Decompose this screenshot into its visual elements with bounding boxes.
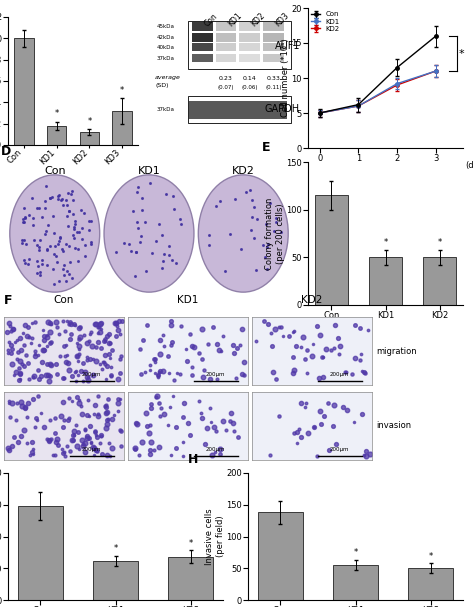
Text: 200μm: 200μm xyxy=(82,447,101,452)
Text: D: D xyxy=(1,145,11,158)
Y-axis label: Colony formation
(per 200 cells): Colony formation (per 200 cells) xyxy=(265,197,284,270)
Text: 200μm: 200μm xyxy=(206,372,225,377)
Ellipse shape xyxy=(198,175,288,292)
Text: average: average xyxy=(155,75,181,80)
Text: 40kDa: 40kDa xyxy=(156,45,174,50)
FancyBboxPatch shape xyxy=(192,43,213,52)
Y-axis label: Invasive cells
(per field): Invasive cells (per field) xyxy=(205,508,225,565)
Bar xyxy=(47,126,66,145)
FancyBboxPatch shape xyxy=(260,101,287,119)
Bar xyxy=(315,195,347,305)
FancyBboxPatch shape xyxy=(213,101,239,119)
FancyBboxPatch shape xyxy=(188,95,291,123)
Text: *: * xyxy=(438,238,442,247)
Text: Con: Con xyxy=(202,12,219,28)
Text: 0.33: 0.33 xyxy=(266,76,280,81)
Text: 200μm: 200μm xyxy=(330,447,349,452)
FancyBboxPatch shape xyxy=(192,22,213,31)
Text: (d): (d) xyxy=(465,161,474,169)
Bar xyxy=(258,512,303,600)
FancyBboxPatch shape xyxy=(216,54,237,63)
Text: KD1: KD1 xyxy=(177,295,199,305)
Text: F: F xyxy=(4,294,12,307)
Text: KD2: KD2 xyxy=(250,12,267,29)
FancyBboxPatch shape xyxy=(189,101,216,119)
Text: 200μm: 200μm xyxy=(82,372,101,377)
Text: *: * xyxy=(459,49,465,58)
FancyBboxPatch shape xyxy=(263,22,284,31)
Text: *: * xyxy=(113,544,118,553)
Text: 200μm: 200μm xyxy=(330,372,349,377)
Text: Con: Con xyxy=(54,295,74,305)
FancyBboxPatch shape xyxy=(192,54,213,63)
Text: 45kDa: 45kDa xyxy=(156,24,174,29)
Bar xyxy=(423,257,456,305)
Bar xyxy=(14,38,34,145)
Bar xyxy=(168,557,213,600)
Text: KD2: KD2 xyxy=(301,295,323,305)
Text: KD3: KD3 xyxy=(273,12,291,29)
Text: KD1: KD1 xyxy=(226,12,244,29)
Legend: Con, KD1, KD2: Con, KD1, KD2 xyxy=(311,12,339,32)
Text: *: * xyxy=(120,86,124,95)
Y-axis label: Cell number (*10⁵): Cell number (*10⁵) xyxy=(281,39,290,117)
Ellipse shape xyxy=(10,175,100,292)
Text: AUF1: AUF1 xyxy=(274,41,300,51)
Text: B: B xyxy=(137,0,147,2)
FancyBboxPatch shape xyxy=(188,21,291,69)
FancyBboxPatch shape xyxy=(239,43,260,52)
FancyBboxPatch shape xyxy=(263,43,284,52)
FancyBboxPatch shape xyxy=(192,33,213,42)
Text: *: * xyxy=(383,238,388,247)
Text: 0.14: 0.14 xyxy=(243,76,256,81)
Text: GAPDH: GAPDH xyxy=(265,104,300,114)
Text: E: E xyxy=(262,141,270,154)
Text: 200μm: 200μm xyxy=(206,447,225,452)
FancyBboxPatch shape xyxy=(216,22,237,31)
Text: *: * xyxy=(428,552,433,561)
Ellipse shape xyxy=(104,175,194,292)
Bar xyxy=(408,568,453,600)
FancyBboxPatch shape xyxy=(239,22,260,31)
Text: (0.06): (0.06) xyxy=(241,84,258,89)
Text: KD2: KD2 xyxy=(232,166,255,176)
Text: *: * xyxy=(354,549,357,557)
Bar xyxy=(333,565,378,600)
Bar xyxy=(80,132,99,145)
Text: *: * xyxy=(87,117,91,126)
Bar xyxy=(18,506,63,600)
Text: (SD): (SD) xyxy=(155,83,168,88)
Text: *: * xyxy=(55,109,59,118)
Text: migration: migration xyxy=(376,347,417,356)
Text: (0.07): (0.07) xyxy=(218,84,234,89)
Text: (0.11): (0.11) xyxy=(265,84,282,89)
Text: Con: Con xyxy=(44,166,65,176)
FancyBboxPatch shape xyxy=(216,43,237,52)
Text: *: * xyxy=(189,539,193,548)
Text: invasion: invasion xyxy=(376,421,411,430)
Bar xyxy=(93,561,138,600)
FancyBboxPatch shape xyxy=(239,33,260,42)
FancyBboxPatch shape xyxy=(239,54,260,63)
Text: 37kDa: 37kDa xyxy=(156,107,174,112)
Text: H: H xyxy=(188,453,198,466)
FancyBboxPatch shape xyxy=(237,101,263,119)
Bar xyxy=(112,111,132,145)
FancyBboxPatch shape xyxy=(216,33,237,42)
Text: 42kDa: 42kDa xyxy=(156,35,174,40)
Text: 0.23: 0.23 xyxy=(219,76,233,81)
Text: KD1: KD1 xyxy=(137,166,160,176)
Text: 37kDa: 37kDa xyxy=(156,56,174,61)
Bar xyxy=(369,257,402,305)
FancyBboxPatch shape xyxy=(263,54,284,63)
FancyBboxPatch shape xyxy=(263,33,284,42)
